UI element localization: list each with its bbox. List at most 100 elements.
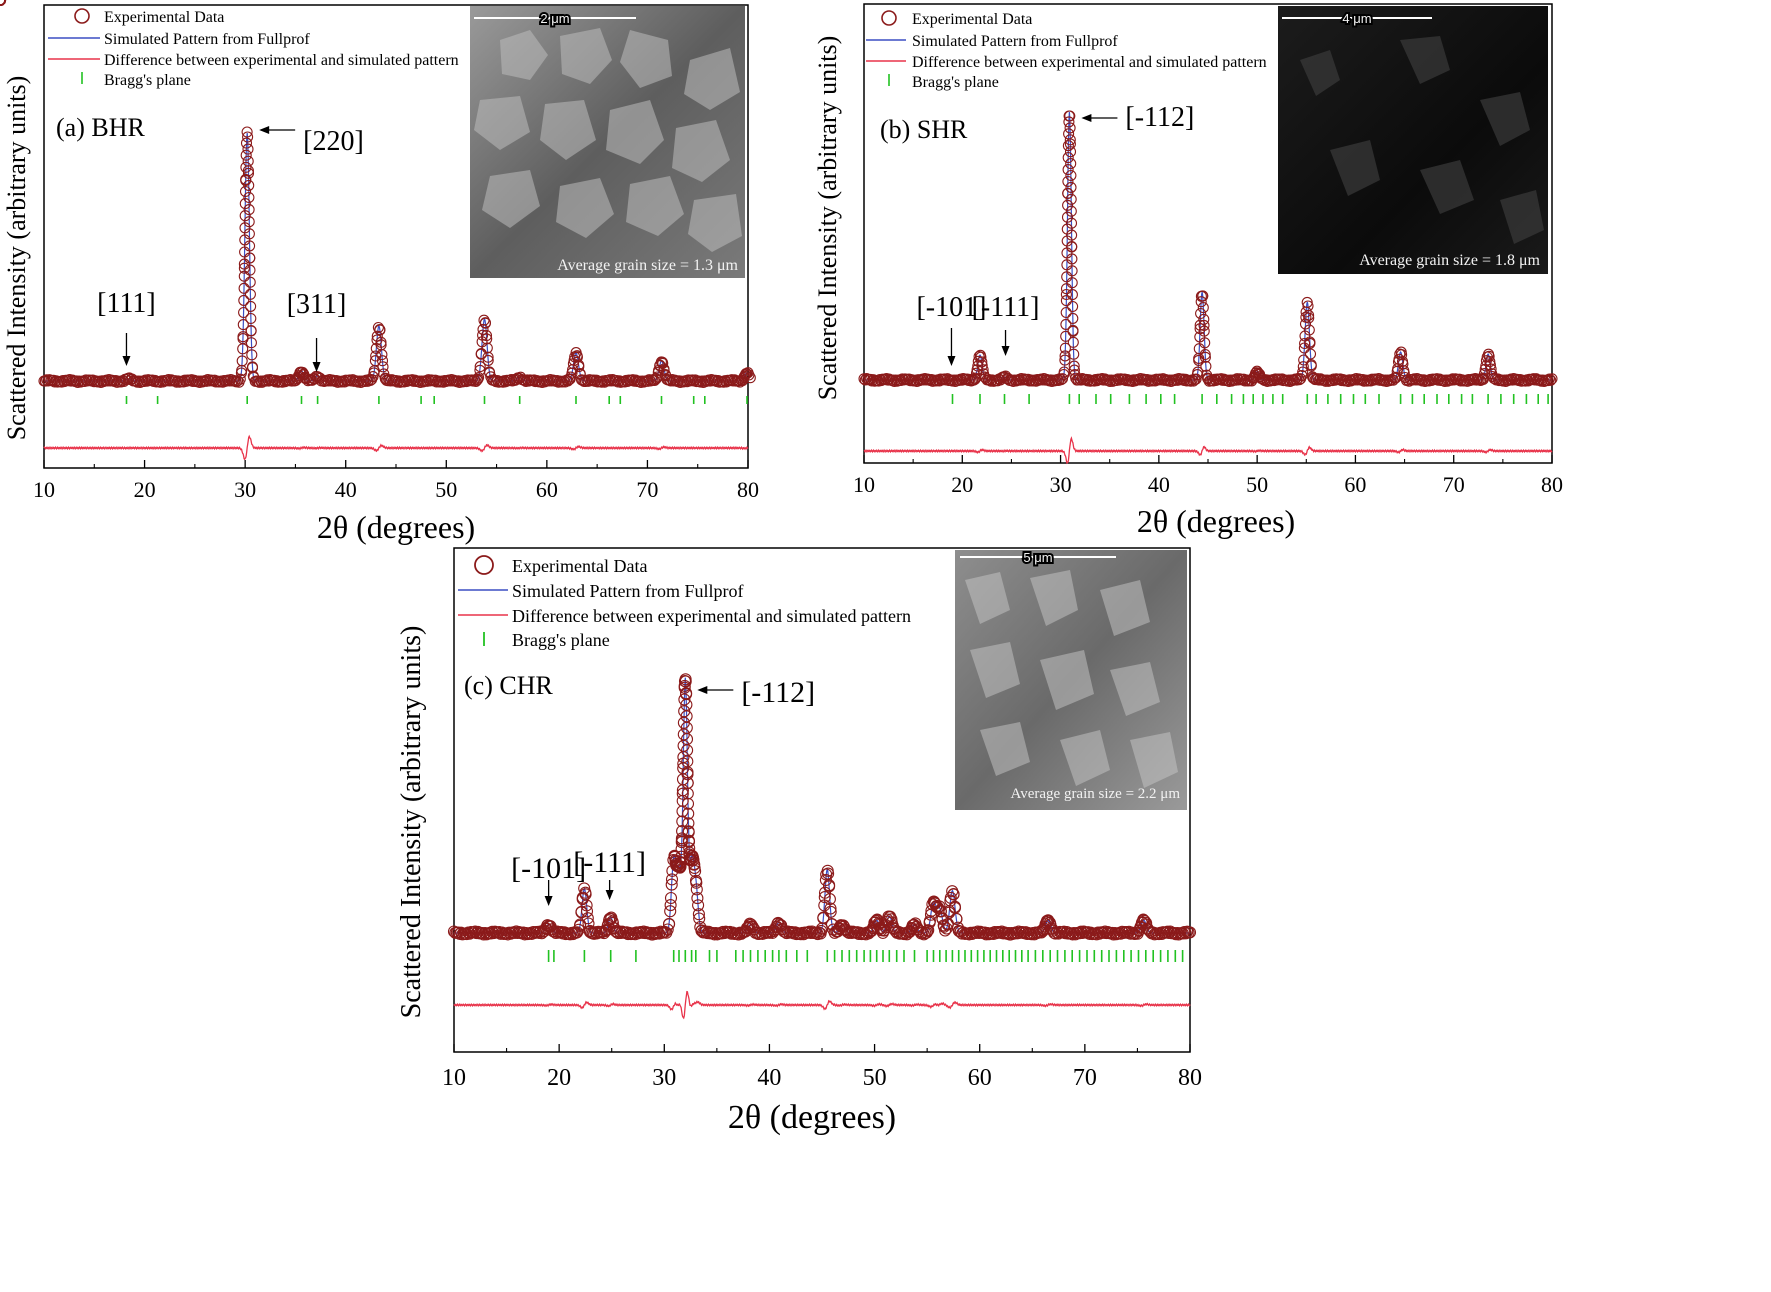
- experimental-data-point: [1303, 312, 1315, 324]
- experimental-data-point: [665, 878, 678, 891]
- experimental-data-point: [377, 361, 389, 373]
- experimental-data-point: [664, 905, 677, 918]
- panel-b-sem-inset: 4 μm Average grain size = 1.8 μm: [1278, 6, 1548, 274]
- legend-difference-label: Difference between experimental and simu…: [512, 606, 911, 626]
- experimental-data-point: [921, 924, 934, 937]
- experimental-data-point: [1023, 375, 1035, 387]
- experimental-data-point: [238, 282, 250, 294]
- experimental-data-point: [242, 155, 254, 167]
- experimental-data-point: [243, 216, 255, 228]
- experimental-data-point: [688, 858, 701, 871]
- annotation-label: [111]: [97, 288, 156, 319]
- experimental-data-point: [475, 348, 487, 360]
- panel-a-xlabel: 2θ (degrees): [317, 509, 475, 545]
- experimental-data-point: [240, 137, 253, 149]
- legend-circle-icon: [881, 10, 897, 26]
- experimental-data-point: [376, 349, 388, 361]
- experimental-data-point: [927, 895, 941, 908]
- experimental-data-point: [776, 923, 789, 936]
- experimental-data-point: [247, 370, 259, 382]
- annotation-arrowhead: [312, 362, 321, 372]
- experimental-data-point: [693, 912, 706, 925]
- experimental-data-point: [1064, 134, 1076, 146]
- experimental-data-point: [1304, 336, 1316, 348]
- experimental-data-point: [656, 356, 668, 368]
- panel-a-label: (a) BHR: [56, 113, 145, 142]
- experimental-data-point: [1060, 283, 1073, 295]
- annotation-arrowhead: [259, 126, 270, 134]
- experimental-data-point: [243, 191, 255, 204]
- experimental-data-point: [682, 817, 695, 830]
- experimental-data-point: [376, 355, 389, 367]
- experimental-data-point: [1067, 324, 1079, 336]
- experimental-data-point: [1069, 369, 1081, 381]
- experimental-data-point: [240, 173, 252, 185]
- panel-a-curves: [0, 0, 756, 461]
- x-tick-label: 20: [547, 1065, 571, 1091]
- experimental-data-point: [579, 886, 592, 899]
- experimental-data-point: [1366, 373, 1378, 385]
- experimental-data-point: [1297, 366, 1309, 378]
- sem-c-caption: Average grain size = 2.2 μm: [1011, 786, 1181, 802]
- experimental-data-point: [1455, 375, 1467, 387]
- x-tick-label: 10: [33, 477, 55, 502]
- sem-a-caption: Average grain size = 1.3 μm: [557, 257, 738, 274]
- experimental-data-point: [1187, 375, 1199, 387]
- experimental-data-point: [689, 865, 702, 878]
- experimental-data-point: [245, 300, 257, 312]
- experimental-data-point: [236, 355, 248, 367]
- experimental-data-point: [944, 894, 957, 907]
- experimental-data-point: [479, 317, 491, 329]
- experimental-data-point: [885, 916, 898, 929]
- experimental-data-point: [477, 323, 489, 335]
- experimental-data-point: [1464, 375, 1476, 387]
- experimental-data-point: [1062, 187, 1074, 199]
- experimental-data-point: [608, 922, 621, 935]
- experimental-data-point: [1297, 361, 1309, 373]
- legend-simulated-label: Simulated Pattern from Fullprof: [912, 33, 1118, 50]
- experimental-data-point: [1299, 337, 1311, 350]
- annotation-label: [-112]: [741, 676, 815, 709]
- experimental-data-point: [1062, 164, 1074, 176]
- experimental-data-point: [571, 926, 584, 939]
- experimental-data-point: [599, 924, 613, 937]
- experimental-data-point: [681, 776, 694, 789]
- experimental-data-point: [1112, 373, 1124, 385]
- experimental-data-point: [237, 319, 249, 331]
- x-tick-label: 40: [757, 1065, 781, 1091]
- experimental-data-point: [664, 891, 678, 905]
- experimental-data-point: [691, 892, 704, 905]
- experimental-data-point: [1387, 374, 1399, 386]
- x-tick-label: 60: [968, 1065, 992, 1091]
- experimental-data-point: [912, 374, 924, 386]
- experimental-data-point: [1058, 366, 1070, 378]
- experimental-data-point: [952, 924, 965, 937]
- x-tick-label: 80: [1541, 472, 1563, 497]
- experimental-data-point: [1304, 348, 1317, 360]
- experimental-data-point: [1194, 319, 1206, 331]
- experimental-data-point: [539, 922, 552, 935]
- legend-bragg-label: Bragg's plane: [104, 72, 191, 89]
- panel-c-legend: Experimental Data Simulated Pattern from…: [458, 555, 911, 650]
- x-tick-label: 30: [234, 477, 256, 502]
- scale-bar-a-label: 2 μm: [540, 11, 569, 26]
- panel-a-bhr: Scattered Intensity (arbitrary units) 10…: [0, 0, 759, 545]
- experimental-data-point: [695, 924, 708, 937]
- experimental-data-point: [241, 126, 253, 138]
- experimental-data-point: [1031, 373, 1043, 386]
- experimental-data-point: [747, 923, 761, 936]
- panel-a-ylabel: Scattered Intensity (arbitrary units): [2, 76, 31, 441]
- experimental-data-point: [1059, 354, 1071, 366]
- annotation-arrowhead: [947, 356, 956, 366]
- experimental-data-point: [544, 920, 557, 933]
- annotation-arrowhead: [544, 896, 553, 906]
- x-tick-label: 40: [335, 477, 357, 502]
- experimental-data-point: [833, 922, 846, 935]
- experimental-data-point: [1128, 374, 1140, 386]
- experimental-data-point: [1062, 199, 1074, 211]
- experimental-data-point: [242, 131, 254, 143]
- experimental-data-point: [661, 923, 674, 936]
- experimental-data-point: [1545, 374, 1557, 386]
- experimental-data-point: [818, 891, 831, 904]
- legend-experimental-label: Experimental Data: [512, 556, 647, 576]
